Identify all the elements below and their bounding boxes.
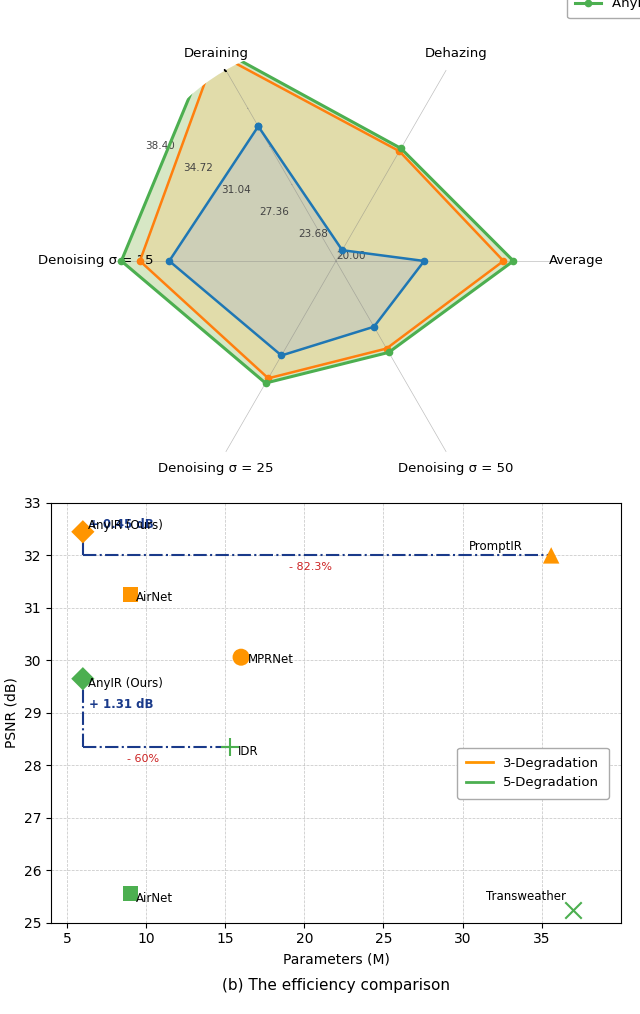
Point bbox=[568, 901, 579, 918]
Text: Transweather: Transweather bbox=[486, 890, 566, 903]
AirNet bbox=[255, 121, 262, 133]
Text: + 1.31 dB: + 1.31 dB bbox=[89, 698, 154, 711]
Text: MPRNet: MPRNet bbox=[248, 653, 293, 666]
Polygon shape bbox=[122, 45, 513, 383]
Point bbox=[125, 886, 136, 902]
AirNet bbox=[370, 320, 378, 333]
Line: PromptIR: PromptIR bbox=[137, 50, 507, 381]
AirNet bbox=[420, 255, 428, 267]
Text: PromptIR: PromptIR bbox=[469, 540, 523, 553]
Text: AnyIR (Ours): AnyIR (Ours) bbox=[88, 676, 163, 690]
AirNet bbox=[165, 255, 173, 267]
PromptIR bbox=[383, 343, 390, 355]
PromptIR bbox=[136, 255, 144, 267]
Legend: 3-Degradation, 5-Degradation: 3-Degradation, 5-Degradation bbox=[457, 747, 609, 799]
Text: IDR: IDR bbox=[238, 745, 259, 757]
Text: - 60%: - 60% bbox=[127, 754, 159, 765]
Line: AirNet: AirNet bbox=[166, 123, 428, 359]
AirNet bbox=[255, 121, 262, 133]
Y-axis label: PSNR (dB): PSNR (dB) bbox=[4, 677, 19, 748]
Polygon shape bbox=[169, 127, 424, 356]
AnyIR (Ours) bbox=[207, 39, 215, 51]
PromptIR bbox=[396, 145, 403, 157]
Text: AnyIR (Ours): AnyIR (Ours) bbox=[88, 518, 163, 531]
Point bbox=[225, 739, 235, 755]
AirNet bbox=[278, 350, 285, 362]
Text: AirNet: AirNet bbox=[136, 591, 173, 604]
Point bbox=[236, 649, 246, 665]
X-axis label: Parameters (M): Parameters (M) bbox=[283, 952, 389, 966]
PromptIR bbox=[212, 47, 220, 59]
AnyIR (Ours) bbox=[118, 255, 125, 267]
Point bbox=[77, 523, 88, 539]
Title: (b) The efficiency comparison: (b) The efficiency comparison bbox=[222, 977, 450, 993]
Point bbox=[77, 670, 88, 686]
Legend: AirNet, PromptIR, AnyIR (Ours): AirNet, PromptIR, AnyIR (Ours) bbox=[567, 0, 640, 18]
Polygon shape bbox=[140, 53, 504, 378]
PromptIR bbox=[500, 255, 508, 267]
AnyIR (Ours) bbox=[207, 39, 215, 51]
Line: AnyIR (Ours): AnyIR (Ours) bbox=[118, 42, 516, 386]
PromptIR bbox=[264, 372, 272, 384]
Title: (a) The PSNR Comparison: (a) The PSNR Comparison bbox=[237, 528, 435, 542]
AnyIR (Ours) bbox=[509, 255, 517, 267]
Point bbox=[125, 587, 136, 603]
Point bbox=[546, 548, 556, 564]
AnyIR (Ours) bbox=[397, 142, 405, 154]
AnyIR (Ours) bbox=[385, 347, 392, 359]
AirNet bbox=[339, 244, 346, 257]
PromptIR bbox=[212, 47, 220, 59]
Text: + 0.45 dB: + 0.45 dB bbox=[89, 518, 154, 531]
Text: AirNet: AirNet bbox=[136, 891, 173, 904]
Text: - 82.3%: - 82.3% bbox=[289, 562, 332, 572]
AnyIR (Ours) bbox=[262, 377, 269, 389]
